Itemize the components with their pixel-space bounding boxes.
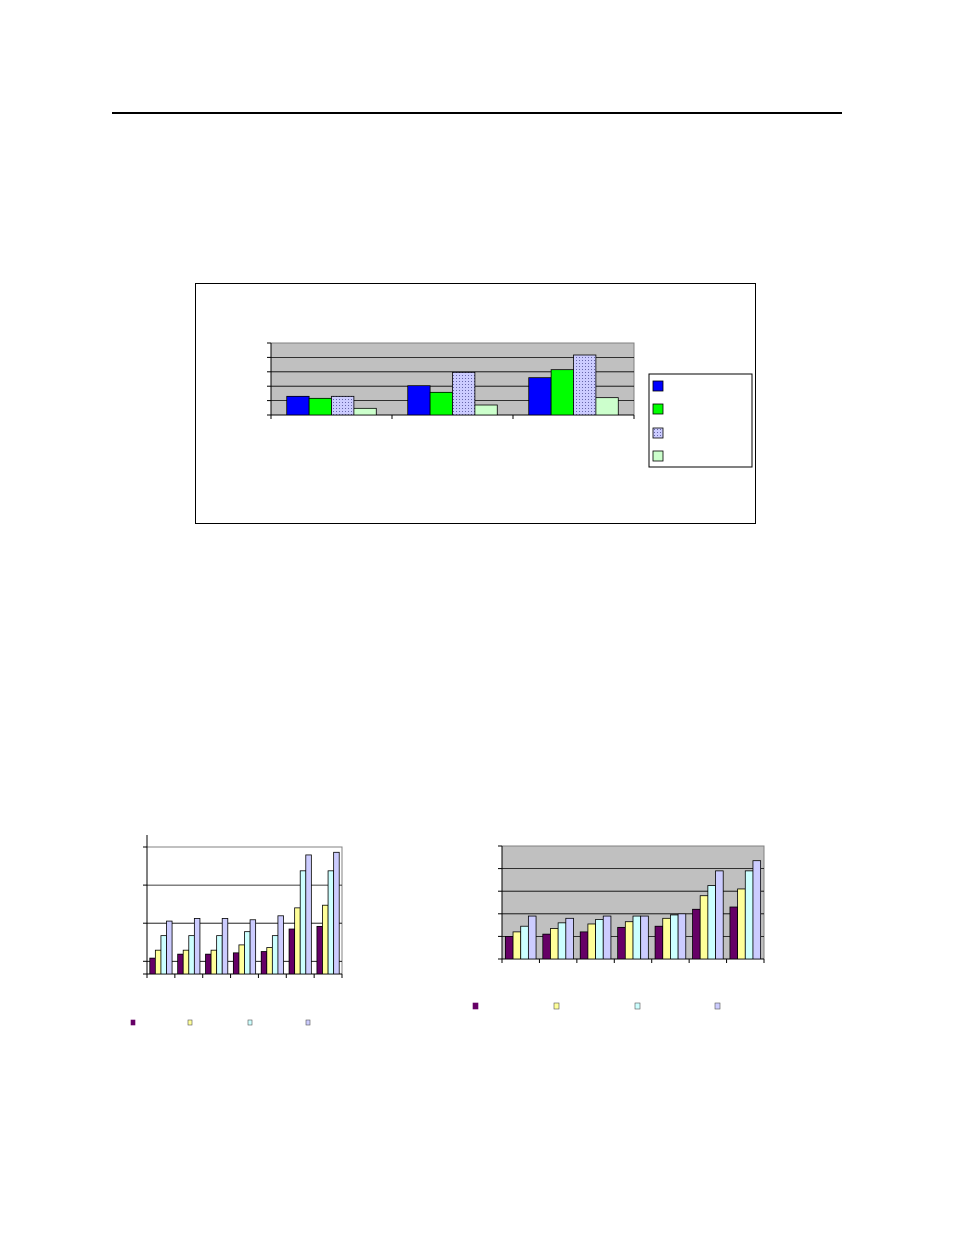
chart-3-bar-s3-c3 <box>595 919 604 960</box>
chart-2-bar-s4-c4 <box>249 919 257 975</box>
chart-3-bar-s2-c7 <box>737 888 746 960</box>
chart-3-bar-s2-c2 <box>550 928 559 960</box>
chart-1-bar-s4-c3 <box>595 397 619 416</box>
chart-2-legend-swatch-3 <box>247 1019 253 1026</box>
chart-3-bar-s2-c3 <box>587 923 596 960</box>
chart-3-bar-s1-c5 <box>654 925 664 960</box>
chart-3-bar-s4-c4 <box>640 915 649 960</box>
chart-3-bar-s3-c1 <box>520 925 529 960</box>
chart-3-bar-s2-c6 <box>699 895 709 960</box>
chart-2-bar-s4-c2 <box>193 918 201 975</box>
chart-2-legend-swatch-1 <box>130 1019 136 1026</box>
chart-3-bar-s4-c7 <box>752 860 762 960</box>
chart-3-bar-s4-c5 <box>677 913 687 960</box>
chart-3-bar-s4-c6 <box>715 870 724 960</box>
header-rule <box>112 112 842 114</box>
chart-3-bar-s3-c4 <box>632 915 642 960</box>
chart-2-bar-s4-c5 <box>277 915 284 975</box>
chart-1-legend-swatch-3 <box>652 427 664 439</box>
chart-3-legend-swatch-4 <box>714 1002 721 1010</box>
chart-1-bar-s4-c1 <box>353 407 377 416</box>
chart-1-legend-swatch-1 <box>652 380 664 392</box>
chart-3-bar-s1-c2 <box>542 933 551 960</box>
chart-3-bar-s3-c2 <box>557 922 567 960</box>
chart-3-legend-swatch-1 <box>472 1002 479 1010</box>
chart-1-legend <box>648 373 753 468</box>
chart-3-legend-swatch-2 <box>553 1002 560 1010</box>
chart-3-bar-s3-c6 <box>707 885 716 960</box>
chart-3-bar-s3-c5 <box>670 914 679 960</box>
chart-3-bar-s1-c1 <box>504 936 514 960</box>
chart-1-bar-s3-c2 <box>452 371 476 416</box>
chart-2-legend-swatch-4 <box>305 1019 311 1026</box>
chart-3-bar-s4-c2 <box>565 917 574 960</box>
chart-3-bar-s1-c3 <box>579 931 589 960</box>
chart-2-legend-swatch-2 <box>187 1019 193 1026</box>
chart-1-legend-swatch-4 <box>652 450 664 462</box>
chart-3-bar-s1-c4 <box>617 926 626 960</box>
chart-2-bar-s4-c6 <box>305 854 312 975</box>
chart-3-bar-s4-c3 <box>602 915 612 960</box>
chart-3-bar-s1-c7 <box>729 906 739 960</box>
chart-3-bar-s2-c4 <box>624 921 634 960</box>
chart-3-bar-s1-c6 <box>692 908 701 960</box>
chart-3-bar-s2-c5 <box>662 917 671 960</box>
chart-1-legend-swatch-2 <box>652 403 664 415</box>
chart-1-bar-s3-c3 <box>573 354 597 416</box>
chart-2-bar-s4-c3 <box>221 918 229 975</box>
chart-3-bar-s2-c1 <box>512 931 522 960</box>
chart-3-bar-s3-c7 <box>744 870 754 960</box>
chart-2-bar-s4-c1 <box>166 920 173 975</box>
chart-1-bar-s3-c1 <box>331 395 355 416</box>
chart-3-bar-s4-c1 <box>527 915 537 960</box>
chart-1-bar-s4-c2 <box>474 404 498 416</box>
chart-3-legend-swatch-3 <box>634 1002 641 1010</box>
chart-2-bar-s4-c7 <box>333 851 340 975</box>
